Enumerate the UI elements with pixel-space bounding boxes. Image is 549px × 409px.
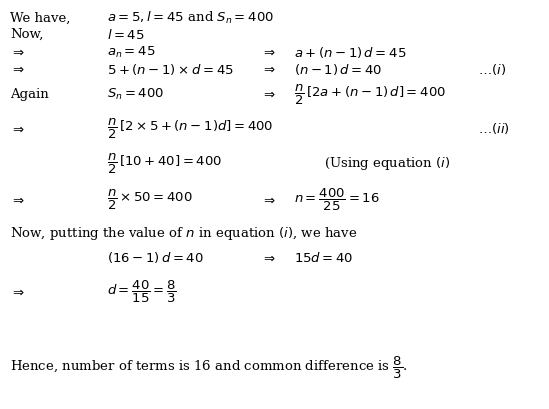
- Text: $\dfrac{n}{2}\,[2 \times 5 + (n-1)d] = 400$: $\dfrac{n}{2}\,[2 \times 5 + (n-1)d] = 4…: [107, 117, 273, 141]
- Text: $a_n = 45$: $a_n = 45$: [107, 45, 155, 60]
- Text: Now, putting the value of $n$ in equation $(i)$, we have: Now, putting the value of $n$ in equatio…: [10, 225, 357, 242]
- Text: $\Rightarrow$: $\Rightarrow$: [10, 122, 25, 135]
- Text: $\ldots(i)$: $\ldots(i)$: [478, 62, 506, 76]
- Text: $n = \dfrac{400}{25} =16$: $n = \dfrac{400}{25} =16$: [294, 187, 379, 213]
- Text: Now,: Now,: [10, 28, 43, 41]
- Text: Hence, number of terms is 16 and common difference is $\dfrac{8}{3}$.: Hence, number of terms is 16 and common …: [10, 355, 408, 381]
- Text: $a = 5, l = 45$ and $S_n = 400$: $a = 5, l = 45$ and $S_n = 400$: [107, 10, 274, 27]
- Text: $\Rightarrow$: $\Rightarrow$: [261, 46, 276, 59]
- Text: $\dfrac{n}{2}\,[2a + (n-1)\,d] = 400$: $\dfrac{n}{2}\,[2a + (n-1)\,d] = 400$: [294, 83, 446, 106]
- Text: We have,: We have,: [10, 12, 70, 25]
- Text: $15d = 40$: $15d = 40$: [294, 251, 353, 265]
- Text: $(16-1)\,d = 40$: $(16-1)\,d = 40$: [107, 250, 204, 265]
- Text: $\ldots(ii)$: $\ldots(ii)$: [478, 121, 509, 136]
- Text: $\Rightarrow$: $\Rightarrow$: [261, 194, 276, 207]
- Text: (Using equation $(i)$: (Using equation $(i)$: [324, 155, 450, 172]
- Text: $\dfrac{n}{2} \times 50 = 400$: $\dfrac{n}{2} \times 50 = 400$: [107, 189, 193, 212]
- Text: $\Rightarrow$: $\Rightarrow$: [261, 251, 276, 264]
- Text: $\Rightarrow$: $\Rightarrow$: [10, 194, 25, 207]
- Text: $\Rightarrow$: $\Rightarrow$: [261, 63, 276, 76]
- Text: $a + (n-1)\,d = 45$: $a + (n-1)\,d = 45$: [294, 45, 406, 60]
- Text: $\Rightarrow$: $\Rightarrow$: [10, 286, 25, 299]
- Text: $\Rightarrow$: $\Rightarrow$: [261, 88, 276, 101]
- Text: $5 + (n-1) \times d = 45$: $5 + (n-1) \times d = 45$: [107, 62, 234, 76]
- Text: $S_n = 400$: $S_n = 400$: [107, 87, 164, 102]
- Text: Again: Again: [10, 88, 49, 101]
- Text: $\dfrac{n}{2}\,[10 + 40] = 400$: $\dfrac{n}{2}\,[10 + 40] = 400$: [107, 152, 222, 175]
- Text: $\Rightarrow$: $\Rightarrow$: [10, 63, 25, 76]
- Text: $l = 45$: $l = 45$: [107, 28, 145, 42]
- Text: $(n-1)\,d = 40$: $(n-1)\,d = 40$: [294, 62, 382, 76]
- Text: $\Rightarrow$: $\Rightarrow$: [10, 46, 25, 59]
- Text: $d = \dfrac{40}{15} = \dfrac{8}{3}$: $d = \dfrac{40}{15} = \dfrac{8}{3}$: [107, 279, 177, 306]
